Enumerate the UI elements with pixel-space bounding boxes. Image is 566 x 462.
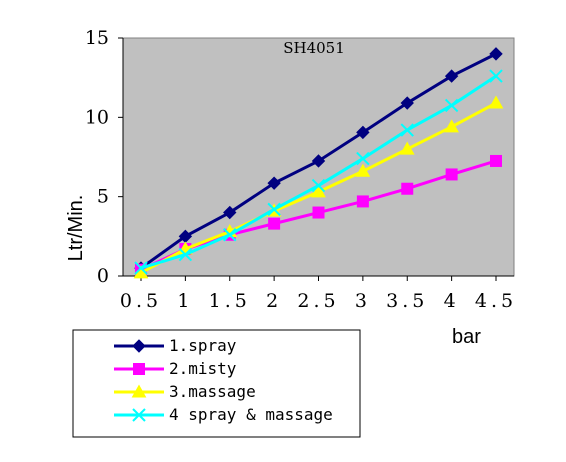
data-point-1 [223, 205, 237, 220]
y-tick-label: 15 [85, 27, 109, 49]
data-point-4-stroke-b [311, 178, 326, 193]
data-point-3 [399, 141, 415, 155]
data-point-4-stroke-b [444, 98, 459, 113]
legend-entry-1: 1.spray [114, 336, 237, 355]
data-point-2 [268, 217, 281, 230]
data-point-1 [356, 125, 370, 140]
x-axis-label: bar [452, 326, 481, 348]
data-point-2 [401, 182, 414, 195]
data-point-2 [356, 195, 369, 208]
data-point-4 [267, 202, 281, 217]
legend-marker-3 [131, 384, 147, 398]
x-axis: 0.5 1 1.5 2 2.5 3 3.5 4 4.5 [120, 275, 517, 312]
data-point-4 [356, 151, 370, 166]
data-point-2 [490, 154, 502, 167]
data-point-4 [489, 69, 503, 83]
legend-label-2: 2.misty [169, 359, 237, 378]
x-tick-label: 3.5 [386, 290, 428, 312]
data-point-4-stroke-b [178, 247, 193, 262]
data-point-3 [444, 119, 459, 133]
y-tick-label: 10 [85, 106, 109, 128]
series-3 [133, 95, 504, 279]
legend-entry-4: 4 spray & massage [114, 405, 333, 424]
data-point-4-stroke-b [267, 202, 281, 217]
data-point-4 [400, 123, 414, 137]
data-point-3 [488, 95, 504, 109]
legend-marker-4 [132, 408, 146, 422]
data-point-4 [134, 261, 148, 275]
data-point-4-stroke-b [356, 151, 370, 166]
series-4 [134, 69, 503, 275]
y-tick-label: 5 [97, 186, 109, 208]
x-tick-label: 2 [266, 290, 282, 312]
data-point-3 [355, 163, 371, 177]
data-point-1 [311, 154, 326, 168]
data-point-4-stroke-b [223, 228, 237, 242]
data-point-4 [311, 178, 326, 193]
legend-box [72, 329, 361, 438]
y-tick-label: 0 [97, 265, 109, 287]
legend-label-1: 1.spray [169, 336, 237, 355]
data-point-2 [312, 206, 325, 219]
data-point-1 [400, 96, 414, 110]
data-point-4 [223, 228, 237, 242]
legend-label-3: 3.massage [169, 382, 256, 401]
legend-label-4: 4 spray & massage [169, 405, 333, 424]
y-axis: 0 5 10 15 [85, 27, 124, 287]
data-point-4-stroke-b [134, 261, 148, 275]
legend-entry-2: 2.misty [114, 359, 237, 378]
y-axis-label: Ltr/Min. [65, 195, 87, 262]
series-group [133, 47, 504, 279]
x-tick-label: 4.5 [475, 290, 517, 312]
legend-marker-4-stroke-b [132, 408, 146, 422]
chart-title: SH4051 [283, 39, 345, 57]
data-point-4 [178, 247, 193, 262]
legend-marker-1 [132, 339, 146, 353]
x-tick-label: 0.5 [120, 290, 162, 312]
x-tick-label: 4 [444, 290, 460, 312]
data-point-4 [444, 98, 459, 113]
legend-entry-3: 3.massage [114, 382, 256, 401]
data-point-4-stroke-b [489, 69, 503, 83]
data-point-3 [311, 184, 326, 198]
x-tick-label: 3 [355, 290, 371, 312]
x-tick-label: 1 [177, 290, 193, 312]
x-tick-label: 1.5 [209, 290, 251, 312]
x-tick-label: 2.5 [297, 290, 339, 312]
legend: 1.spray 2.misty 3.massage 4 spray & massage [72, 329, 361, 438]
legend-marker-2 [133, 363, 145, 375]
data-point-1 [444, 69, 459, 83]
data-point-1 [267, 176, 281, 190]
data-point-4-stroke-b [400, 123, 414, 137]
data-point-1 [489, 47, 503, 61]
data-point-2 [445, 168, 458, 181]
